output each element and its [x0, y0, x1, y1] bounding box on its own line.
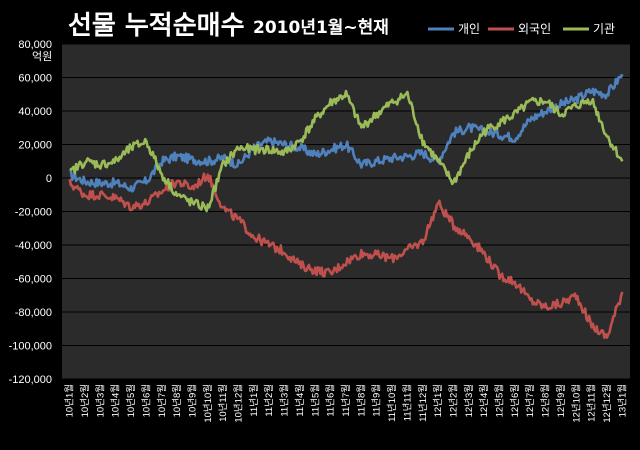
x-tick-label: 12년10월	[570, 384, 582, 423]
y-tick-label: -20,000	[15, 207, 52, 219]
y-tick-label: 0	[46, 173, 52, 185]
gridlines	[62, 43, 630, 380]
chart-subtitle: 2010년1월~현재	[253, 18, 389, 38]
legend-label: 개인	[458, 22, 480, 36]
x-tick-label: 11년10월	[386, 384, 398, 422]
y-tick-label: -120,000	[9, 374, 52, 386]
x-tick-label: 12년2월	[447, 384, 459, 417]
x-tick-label: 10년10월	[202, 384, 214, 423]
x-tick-label: 11년8월	[355, 384, 367, 417]
x-axis-ticks: 10년1월 10년2월 10년3월 10년4월 10년5월 10년6월 10년7월 10년8월…	[64, 384, 629, 423]
y-axis-unit-label: 억원	[32, 50, 52, 63]
x-tick-label: 11년5월	[309, 384, 321, 417]
x-tick-label: 11년4월	[294, 384, 306, 417]
y-tick-label: -60,000	[15, 274, 52, 286]
x-tick-label: 11년1월	[248, 384, 260, 417]
legend-label: 외국인	[518, 22, 551, 36]
x-tick-label: 11년12월	[417, 384, 429, 422]
legend-label: 기관	[593, 22, 615, 36]
x-tick-label: 10년4월	[110, 384, 122, 417]
y-tick-label: -40,000	[15, 240, 52, 252]
x-tick-label: 12년7월	[524, 384, 536, 417]
x-tick-label: 12년6월	[509, 384, 521, 417]
x-tick-label: 10년1월	[64, 384, 76, 417]
x-tick-label: 10년2월	[79, 384, 91, 417]
series-line-2	[68, 172, 624, 340]
x-tick-label: 11년3월	[279, 384, 291, 417]
y-axis-ticks: 80,000 60,000 40,000 20,000 0 -20,000 -40,000 -…	[9, 39, 52, 386]
x-tick-label: 11년7월	[340, 384, 352, 417]
y-tick-label: 80,000	[18, 39, 52, 51]
series-layer	[68, 73, 624, 340]
y-tick-label: 20,000	[18, 140, 52, 152]
y-tick-label: -100,000	[9, 341, 52, 353]
y-tick-label: -80,000	[15, 307, 52, 319]
x-tick-label: 10년8월	[171, 384, 183, 417]
x-tick-label: 11년6월	[325, 384, 337, 417]
x-tick-label: 10년12월	[233, 384, 245, 423]
x-tick-label: 13년1월	[616, 384, 628, 417]
x-tick-label: 12년4월	[478, 384, 490, 417]
series-line-1	[69, 73, 624, 193]
x-tick-label: 10년7월	[156, 384, 168, 417]
x-tick-label: 10년11월	[217, 384, 229, 422]
x-tick-label: 12년9월	[555, 384, 567, 417]
x-tick-label: 11년11월	[401, 384, 413, 421]
x-tick-label: 12년5월	[494, 384, 506, 417]
x-tick-label: 11년2월	[263, 384, 275, 417]
x-tick-label: 11년9월	[371, 384, 383, 417]
x-tick-label: 10년9월	[186, 384, 198, 417]
x-tick-label: 12년11월	[586, 384, 598, 422]
x-tick-label: 12년8월	[540, 384, 552, 417]
x-tick-label: 10년5월	[125, 384, 137, 417]
x-tick-label: 12년12월	[601, 384, 613, 423]
x-tick-label: 12년3월	[463, 384, 475, 417]
x-tick-label: 10년6월	[140, 384, 152, 417]
chart-title: 선물 누적순매수	[68, 11, 245, 41]
legend: 개인 외국인 기관	[428, 22, 615, 36]
y-tick-label: 60,000	[18, 73, 52, 85]
series-line-3	[69, 89, 624, 213]
y-tick-label: 40,000	[18, 106, 52, 118]
x-tick-label: 12년1월	[432, 384, 444, 417]
x-tick-label: 10년3월	[94, 384, 106, 417]
